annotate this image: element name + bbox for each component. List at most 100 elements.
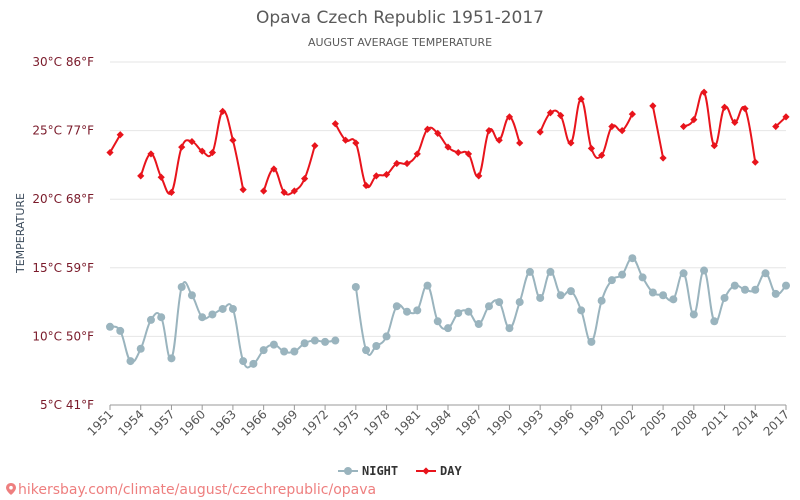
- data-point-day[interactable]: [618, 127, 626, 135]
- data-point-night[interactable]: [566, 287, 575, 296]
- data-point-day[interactable]: [628, 110, 636, 118]
- legend-item-night[interactable]: NIGHT: [338, 464, 398, 478]
- data-point-night[interactable]: [505, 324, 514, 333]
- data-point-day[interactable]: [475, 172, 483, 180]
- data-point-day[interactable]: [505, 113, 514, 121]
- data-point-day[interactable]: [382, 170, 391, 179]
- data-point-night[interactable]: [444, 324, 452, 333]
- data-point-day[interactable]: [290, 187, 298, 195]
- data-point-day[interactable]: [188, 137, 196, 146]
- data-point-night[interactable]: [382, 332, 391, 341]
- data-point-night[interactable]: [413, 306, 422, 315]
- data-point-night[interactable]: [392, 302, 401, 311]
- data-point-night[interactable]: [525, 267, 534, 276]
- data-point-night[interactable]: [782, 281, 790, 290]
- data-point-night[interactable]: [106, 322, 114, 331]
- data-point-night[interactable]: [208, 310, 217, 319]
- data-point-night[interactable]: [618, 270, 627, 279]
- data-point-night[interactable]: [536, 293, 545, 302]
- data-point-night[interactable]: [484, 302, 493, 311]
- data-point-night[interactable]: [228, 304, 237, 313]
- data-point-day[interactable]: [301, 175, 309, 183]
- legend-item-day[interactable]: DAY: [416, 464, 462, 478]
- data-point-day[interactable]: [393, 159, 401, 168]
- data-point-night[interactable]: [648, 288, 657, 297]
- data-point-night[interactable]: [454, 309, 463, 318]
- data-point-night[interactable]: [771, 289, 780, 298]
- data-point-night[interactable]: [187, 291, 196, 300]
- data-point-day[interactable]: [567, 139, 575, 147]
- data-point-day[interactable]: [464, 150, 473, 158]
- data-point-day[interactable]: [178, 143, 186, 151]
- data-point-night[interactable]: [689, 310, 698, 319]
- data-point-day[interactable]: [423, 125, 432, 133]
- data-point-day[interactable]: [229, 136, 237, 144]
- data-point-day[interactable]: [659, 154, 667, 162]
- data-point-day[interactable]: [495, 136, 503, 144]
- data-point-night[interactable]: [638, 273, 647, 282]
- data-point-night[interactable]: [136, 344, 145, 353]
- data-point-day[interactable]: [720, 103, 729, 111]
- data-point-day[interactable]: [679, 122, 688, 131]
- data-point-night[interactable]: [331, 336, 340, 345]
- data-point-night[interactable]: [597, 296, 606, 305]
- data-point-day[interactable]: [598, 151, 606, 159]
- data-point-night[interactable]: [700, 266, 709, 275]
- data-point-day[interactable]: [546, 109, 555, 117]
- data-point-day[interactable]: [198, 147, 206, 155]
- data-point-night[interactable]: [351, 283, 360, 292]
- data-point-day[interactable]: [331, 120, 339, 128]
- data-point-night[interactable]: [362, 346, 371, 355]
- data-point-day[interactable]: [352, 139, 360, 147]
- data-point-night[interactable]: [259, 346, 268, 355]
- data-point-night[interactable]: [167, 354, 176, 363]
- data-point-day[interactable]: [608, 122, 616, 131]
- data-point-day[interactable]: [147, 150, 155, 158]
- data-point-day[interactable]: [485, 127, 493, 135]
- data-point-night[interactable]: [300, 339, 309, 348]
- data-point-day[interactable]: [106, 148, 114, 157]
- data-point-day[interactable]: [137, 172, 145, 180]
- data-point-day[interactable]: [403, 159, 411, 168]
- data-point-day[interactable]: [557, 111, 565, 120]
- data-point-night[interactable]: [659, 291, 668, 300]
- data-point-day[interactable]: [413, 150, 421, 158]
- data-point-night[interactable]: [126, 357, 135, 366]
- data-point-night[interactable]: [556, 291, 565, 300]
- data-point-day[interactable]: [239, 185, 247, 194]
- data-point-night[interactable]: [761, 269, 770, 278]
- data-point-day[interactable]: [782, 113, 790, 121]
- data-point-day[interactable]: [516, 139, 524, 147]
- data-point-day[interactable]: [731, 118, 739, 126]
- data-point-day[interactable]: [362, 181, 370, 190]
- data-point-day[interactable]: [772, 122, 780, 131]
- data-point-day[interactable]: [434, 129, 442, 137]
- data-point-day[interactable]: [577, 95, 585, 103]
- data-point-night[interactable]: [177, 283, 186, 292]
- data-point-night[interactable]: [280, 347, 289, 356]
- data-point-night[interactable]: [741, 285, 750, 294]
- data-point-night[interactable]: [198, 313, 207, 322]
- data-point-night[interactable]: [607, 276, 616, 285]
- data-point-day[interactable]: [587, 144, 595, 153]
- data-point-day[interactable]: [341, 136, 350, 144]
- legend[interactable]: NIGHT DAY: [338, 464, 462, 478]
- data-point-day[interactable]: [700, 88, 708, 96]
- data-point-night[interactable]: [403, 307, 412, 316]
- data-point-night[interactable]: [423, 281, 432, 290]
- data-point-day[interactable]: [157, 173, 165, 181]
- data-point-day[interactable]: [260, 187, 268, 195]
- data-point-night[interactable]: [464, 307, 473, 316]
- data-point-night[interactable]: [710, 317, 719, 326]
- data-point-night[interactable]: [730, 281, 739, 290]
- data-point-day[interactable]: [116, 131, 124, 139]
- data-point-night[interactable]: [679, 269, 688, 278]
- data-point-night[interactable]: [157, 313, 166, 322]
- data-point-day[interactable]: [372, 172, 380, 180]
- data-point-night[interactable]: [751, 285, 760, 294]
- data-point-day[interactable]: [280, 188, 288, 196]
- data-point-night[interactable]: [577, 306, 586, 315]
- data-point-day[interactable]: [219, 107, 227, 115]
- data-point-night[interactable]: [474, 320, 483, 329]
- data-point-night[interactable]: [239, 357, 248, 366]
